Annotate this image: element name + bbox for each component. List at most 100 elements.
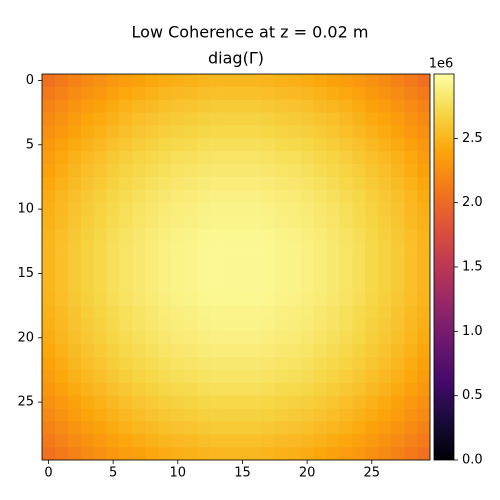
heatmap-cell bbox=[197, 369, 211, 384]
heatmap-cell bbox=[378, 318, 392, 332]
heatmap-cell bbox=[132, 215, 146, 229]
heatmap-cell bbox=[261, 369, 276, 384]
heatmap-cell bbox=[313, 369, 327, 384]
heatmap-cell bbox=[210, 395, 224, 409]
heatmap-cell bbox=[300, 421, 314, 435]
heatmap-cell bbox=[106, 421, 120, 435]
heatmap-cell bbox=[80, 434, 95, 448]
heatmap-cell bbox=[210, 99, 224, 113]
heatmap-cell bbox=[223, 254, 237, 268]
heatmap-cell bbox=[67, 331, 82, 345]
heatmap-cell bbox=[119, 267, 133, 281]
heatmap-cell bbox=[223, 357, 237, 371]
heatmap-cell bbox=[300, 99, 314, 113]
heatmap-cell bbox=[184, 228, 198, 242]
heatmap-cell bbox=[261, 292, 276, 306]
heatmap-cell bbox=[365, 447, 379, 461]
heatmap-cell bbox=[261, 254, 276, 268]
heatmap-cell bbox=[80, 305, 95, 319]
heatmap-cell bbox=[119, 447, 133, 461]
heatmap-cell bbox=[93, 112, 107, 126]
heatmap-cell bbox=[313, 86, 327, 101]
heatmap-cell bbox=[119, 112, 133, 126]
heatmap-cell bbox=[42, 164, 56, 178]
heatmap-cell bbox=[404, 421, 418, 435]
heatmap-cell bbox=[171, 125, 185, 139]
heatmap-cell bbox=[313, 202, 327, 216]
heatmap-cell bbox=[158, 202, 172, 216]
heatmap-cell bbox=[391, 99, 405, 113]
heatmap-cell bbox=[42, 138, 56, 152]
heatmap-cell bbox=[223, 215, 237, 229]
heatmap-cell bbox=[210, 215, 224, 229]
heatmap-cell bbox=[352, 447, 366, 461]
heatmap-cell bbox=[274, 395, 289, 409]
heatmap-cell bbox=[339, 176, 353, 191]
heatmap-cell bbox=[365, 279, 379, 294]
heatmap-cell bbox=[223, 189, 237, 203]
heatmap-cell bbox=[197, 138, 211, 152]
heatmap-cell bbox=[210, 421, 224, 435]
heatmap-cell bbox=[197, 189, 211, 203]
colorbar-tick-label: 1.0 bbox=[462, 324, 483, 339]
heatmap-cell bbox=[339, 447, 353, 461]
heatmap-cell bbox=[352, 176, 366, 191]
heatmap-cell bbox=[223, 112, 237, 126]
heatmap-cell bbox=[274, 318, 289, 332]
heatmap-cell bbox=[287, 305, 301, 319]
heatmap-cell bbox=[145, 86, 159, 101]
heatmap-cell bbox=[171, 228, 185, 242]
heatmap-cell bbox=[404, 395, 418, 409]
heatmap-cell bbox=[274, 86, 289, 101]
y-tick-label: 25 bbox=[17, 395, 34, 410]
heatmap-cell bbox=[261, 395, 276, 409]
heatmap-cell bbox=[54, 176, 69, 191]
heatmap-cell bbox=[313, 241, 327, 255]
x-tick-label: 15 bbox=[234, 466, 251, 481]
heatmap-cell bbox=[378, 241, 392, 255]
heatmap-cell bbox=[93, 151, 107, 165]
heatmap-cell bbox=[42, 151, 56, 165]
heatmap-cell bbox=[352, 434, 366, 448]
heatmap-cell bbox=[248, 254, 263, 268]
heatmap-cell bbox=[417, 112, 431, 126]
heatmap-cell bbox=[261, 318, 276, 332]
heatmap-cell bbox=[378, 447, 392, 461]
heatmap-cell bbox=[326, 228, 340, 242]
heatmap-cell bbox=[236, 305, 250, 319]
heatmap-cell bbox=[106, 331, 120, 345]
heatmap-cell bbox=[93, 241, 107, 255]
heatmap-cell bbox=[132, 318, 146, 332]
heatmap-cell bbox=[210, 151, 224, 165]
heatmap-cell bbox=[145, 434, 159, 448]
heatmap-cell bbox=[378, 408, 392, 422]
heatmap-cell bbox=[378, 254, 392, 268]
heatmap-cell bbox=[67, 189, 82, 203]
heatmap-cell bbox=[93, 292, 107, 306]
heatmap-cell bbox=[197, 434, 211, 448]
heatmap-cell bbox=[313, 112, 327, 126]
heatmap-cell bbox=[391, 125, 405, 139]
heatmap-cell bbox=[417, 369, 431, 384]
heatmap-cell bbox=[326, 215, 340, 229]
heatmap-cell bbox=[404, 318, 418, 332]
heatmap-cell bbox=[145, 318, 159, 332]
heatmap-cell bbox=[80, 138, 95, 152]
heatmap-cell bbox=[197, 215, 211, 229]
heatmap-cell bbox=[67, 369, 82, 384]
heatmap-cell bbox=[132, 151, 146, 165]
heatmap-cell bbox=[378, 434, 392, 448]
heatmap-cell bbox=[54, 369, 69, 384]
heatmap-cell bbox=[236, 125, 250, 139]
heatmap-cell bbox=[300, 86, 314, 101]
heatmap-cell bbox=[417, 292, 431, 306]
heatmap-cell bbox=[119, 74, 133, 88]
heatmap-cell bbox=[80, 86, 95, 101]
heatmap-cell bbox=[417, 382, 431, 396]
heatmap-cell bbox=[223, 151, 237, 165]
heatmap-cell bbox=[93, 86, 107, 101]
heatmap-cell bbox=[93, 344, 107, 358]
heatmap-cell bbox=[119, 202, 133, 216]
heatmap-cell bbox=[313, 331, 327, 345]
heatmap-cell bbox=[417, 421, 431, 435]
